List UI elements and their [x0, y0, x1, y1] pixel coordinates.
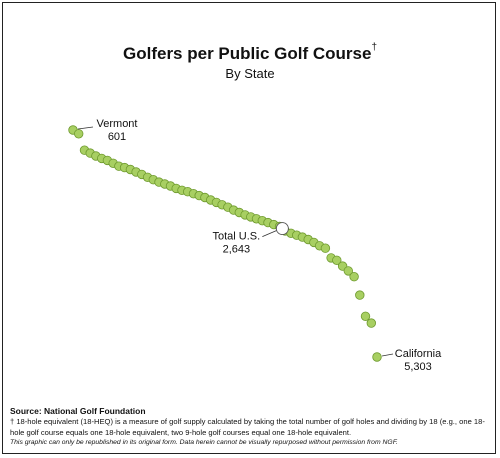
state-point	[343, 266, 354, 276]
annotation-value-california: 5,303	[404, 361, 432, 373]
chart-subtitle: By State	[225, 66, 275, 81]
state-point	[73, 129, 84, 139]
disclaimer-text: This graphic can only be republished in …	[10, 439, 398, 446]
annotation-label-vermont: Vermont	[97, 118, 138, 130]
state-point	[366, 318, 377, 328]
chart-footer: Source: National Golf Foundation † 18-ho…	[10, 406, 492, 448]
state-point	[372, 352, 382, 362]
state-point	[332, 255, 342, 265]
annotation-leader	[381, 353, 394, 357]
state-point	[355, 290, 365, 300]
footnote-text: † 18-hole equivalent (18-HEQ) is a measu…	[10, 417, 485, 437]
annotation-value-vermont: 601	[108, 131, 126, 143]
annotation-value-total-us: 2,643	[223, 244, 251, 256]
state-point	[349, 272, 359, 282]
annotation-label-california: California	[395, 348, 442, 360]
annotation-leader	[262, 230, 277, 237]
chart-title: Golfers per Public Golf Course†	[123, 42, 377, 63]
chart-frame	[2, 2, 496, 454]
annotation-label-total-us: Total U.S.	[213, 231, 261, 243]
annotation-leader	[77, 126, 94, 130]
title-footnote-mark: †	[371, 42, 377, 53]
state-point	[320, 243, 331, 253]
state-point	[360, 311, 371, 322]
total-us-point	[275, 222, 289, 236]
source-text: Source: National Golf Foundation	[10, 406, 146, 416]
